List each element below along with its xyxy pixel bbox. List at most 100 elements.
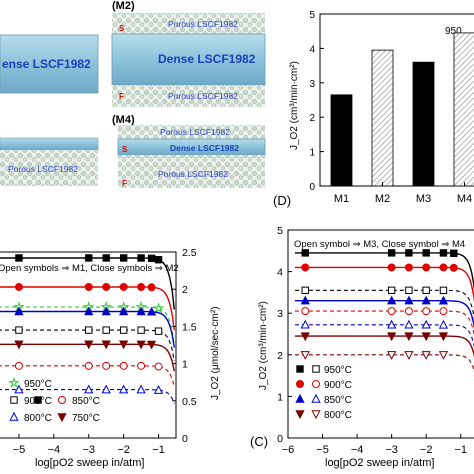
panel-bl-legend-label: 950°C <box>24 379 52 390</box>
panel-d-label: (D) <box>273 193 291 208</box>
m4-f-label: F <box>122 179 127 188</box>
panel-c-xtick-label: −1 <box>454 444 467 456</box>
panel-c-point <box>404 295 414 305</box>
panel-bl-point <box>119 384 129 394</box>
panel-c-point <box>301 263 310 272</box>
panel-c-point <box>387 307 396 316</box>
panel-bl-xtick-label: −3 <box>82 444 95 456</box>
m4-s-label: S <box>122 145 128 154</box>
panel-bottom-left: Open symbols ⇒ M1, Close symbols ⇒ M2 lo… <box>0 247 221 469</box>
panel-bl-point <box>101 340 111 350</box>
panel-c-ytick-label: 2 <box>277 350 283 362</box>
panel-bl-series-line <box>0 329 175 362</box>
panel-c-point <box>422 249 430 257</box>
panel-c-legend-marker <box>311 393 321 403</box>
panel-c-xtick-label: −6 <box>282 444 295 456</box>
panel-bl-ytick-label: 0.5 <box>182 396 197 408</box>
m2-label: (M2) <box>112 0 135 12</box>
panel-c-point <box>422 307 431 316</box>
panel-bl-point <box>14 282 23 291</box>
m2-porous-bottom <box>112 85 265 107</box>
panel-c-xtick-label: −5 <box>316 444 329 456</box>
panel-c-point <box>439 307 448 316</box>
panel-c-point <box>404 307 413 316</box>
left-dense-block <box>0 34 99 94</box>
panel-c-legend-marker <box>312 380 320 388</box>
panel-d-bar <box>412 61 435 187</box>
panel-bl-point <box>119 326 128 334</box>
panel-c-point <box>438 332 449 342</box>
panel-c-ytick-label: 5 <box>277 225 283 237</box>
panel-c-axis-ticks: −6 −5 −4 −3 −2 −1 0 1 2 3 4 5 <box>277 225 467 456</box>
panel-bl-point <box>85 326 93 334</box>
panel-bl-point <box>102 282 111 291</box>
panel-c-legend-title: Open symbol ⇒ M3, Close symbol ⇒ M4 <box>294 239 465 250</box>
panel-bl-frame <box>0 251 177 439</box>
m2-dense-block <box>111 33 266 86</box>
panel-c-legend-label: 950°C <box>324 365 352 376</box>
panel-c-point <box>438 295 449 305</box>
panel-c-legend-label: 900°C <box>324 380 352 391</box>
panel-c-series-line <box>294 252 474 292</box>
panel-d-axis-ticks: 0 1 2 3 4 5 <box>309 10 324 193</box>
panel-bl-series-line <box>0 365 175 387</box>
panel-c-frame <box>287 229 474 439</box>
panel-bl-legend-label: 800°C <box>24 413 52 424</box>
panel-c-legend-marker <box>296 380 304 388</box>
panel-bl-point <box>137 361 146 370</box>
panel-bl-ytick-label: 0 <box>182 433 188 445</box>
panel-d: 950 (D) J_O2 (cm³/min·cm²) 0 1 2 3 4 5 M1 M2 M3… <box>273 10 474 208</box>
left-porous-bottom <box>0 150 98 186</box>
panel-c-point <box>301 307 310 316</box>
panel-bl-point <box>136 306 146 316</box>
panel-c-series <box>294 249 474 372</box>
panel-bl-axis-ticks: −5 −4 −3 −2 −1 0 0.5 1 1.5 2 2.5 <box>13 247 197 456</box>
panel-c-xtick-label: −4 <box>351 444 364 456</box>
panel-bl-point <box>136 384 146 394</box>
panel-c-ytick-label: 1 <box>277 391 283 403</box>
panel-c-point <box>404 332 414 342</box>
panel-bl-point <box>137 283 146 292</box>
panel-c-series-line <box>294 354 474 372</box>
panel-c-label: (C) <box>250 434 268 449</box>
panel-bl-point <box>14 340 24 350</box>
panel-bl-ytick-label: 1 <box>182 359 188 371</box>
panel-c-point <box>301 286 309 295</box>
panel-c-point <box>387 319 397 329</box>
m2-s-label: S <box>119 24 125 33</box>
m4-porous-top-label: Porous LSCF1982 <box>160 127 230 137</box>
panel-bl-legend-label: 850°C <box>72 396 100 407</box>
panel-c-point <box>301 249 309 257</box>
panel-c-point <box>300 351 310 360</box>
panel-c-legend-label: 850°C <box>324 395 352 406</box>
panel-bl-point <box>15 326 23 334</box>
panel-d-frame <box>319 13 474 187</box>
panel-c-point <box>421 295 431 305</box>
panel-bl-legend-marker <box>8 376 20 389</box>
panel-bl-point <box>147 283 156 292</box>
panel-bl-point <box>152 302 165 314</box>
panel-c-point <box>404 319 414 329</box>
panel-bl-point <box>119 282 128 291</box>
panel-c-point <box>300 319 310 329</box>
panel-c-point <box>404 351 414 360</box>
m2-porous-bottom-label: Porous LSCF1982 <box>168 91 238 101</box>
panel-c-legend-marker <box>296 365 304 373</box>
panel-bl-point <box>154 256 163 264</box>
m2-porous-top <box>112 13 265 34</box>
panel-c-series-line <box>294 310 474 337</box>
panel-c-series-line <box>294 289 474 321</box>
m4-dense-label: Dense LSCF1982 <box>170 143 239 153</box>
panel-c-ylabel: J_O2 (cm³/min·cm²) <box>258 301 269 390</box>
left-porous-label: Porous LSCF1982 <box>8 164 78 174</box>
panel-c-point <box>387 249 396 257</box>
m2-dense-label: Dense LSCF1982 <box>158 52 256 66</box>
panel-c-legend: 950°C 900°C 850°C 800°C <box>295 365 352 421</box>
panel-bl-point <box>137 254 145 262</box>
panel-bl-point <box>147 254 156 263</box>
panel-bl-legend-marker <box>9 411 19 421</box>
panel-d-bars: M1 M2 M3 M4 <box>330 32 474 205</box>
panel-bl-legend-marker <box>58 396 66 404</box>
panel-d-bar <box>453 32 474 187</box>
